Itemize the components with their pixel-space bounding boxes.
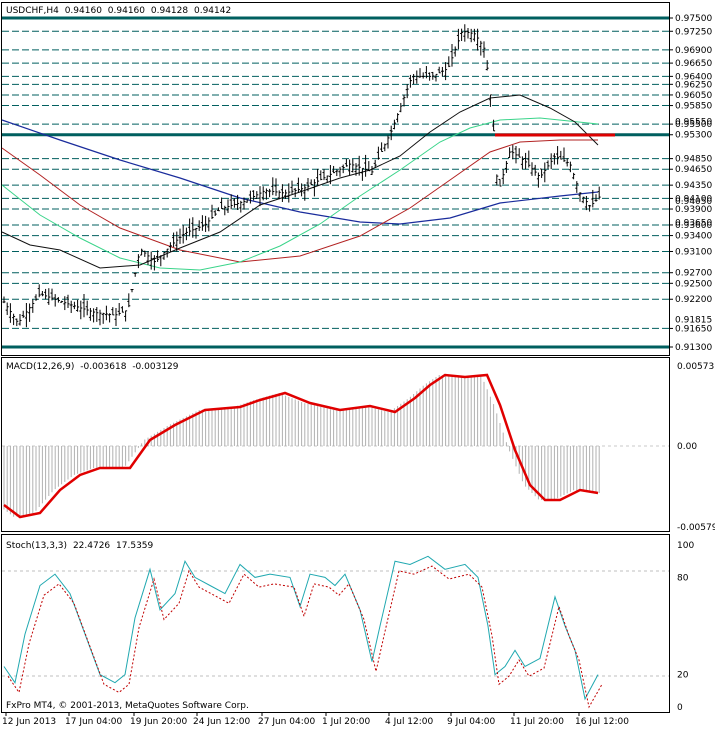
macd-histogram bbox=[3, 375, 600, 517]
price-axis: 0.97500 0.97250 0.96900 0.96650 0.964000.962… bbox=[669, 13, 713, 353]
price-tag-bg bbox=[671, 129, 713, 140]
price-tick-label: 0.93650 bbox=[675, 218, 712, 228]
price-tick-label: 0.93600 bbox=[675, 221, 712, 231]
stoch-axis-label: 20 bbox=[677, 671, 689, 681]
price-tick-label: 0.94850 bbox=[675, 155, 712, 165]
price-tag-bg bbox=[671, 267, 713, 278]
time-tick-label: 1 Jul 20:00 bbox=[322, 717, 371, 727]
time-tick-label: 17 Jun 04:00 bbox=[65, 717, 122, 727]
price-tick-label: 0.95500 bbox=[675, 120, 712, 130]
time-tick-label: 12 Jun 2013 bbox=[2, 717, 56, 727]
price-tag-bg bbox=[671, 180, 713, 191]
stoch-panel[interactable] bbox=[1, 534, 670, 713]
price-tick-label: 0.95850 bbox=[675, 102, 712, 112]
price-tag-bg bbox=[671, 204, 713, 215]
price-tag-bg bbox=[671, 164, 713, 175]
price-tick-label: 0.97250 bbox=[675, 27, 712, 37]
main-header: USDCHF,H4 0.94160 0.94160 0.94128 0.9414… bbox=[6, 6, 231, 16]
stoch-signal-line bbox=[7, 565, 603, 709]
price-bars bbox=[2, 24, 601, 328]
time-axis: 12 Jun 2013 17 Jun 04:00 19 Jun 20:00 24 Ju… bbox=[2, 712, 629, 727]
macd-signal-line bbox=[3, 373, 599, 519]
price-tick-label: 0.92200 bbox=[675, 295, 712, 305]
stoch-axis-label: 100 bbox=[677, 541, 694, 551]
price-tag-bg bbox=[671, 342, 713, 352]
price-tag-bg bbox=[671, 89, 713, 100]
price-tag-bg bbox=[671, 323, 713, 334]
macd-axis: 0.005737 0.00 -0.005793 bbox=[677, 362, 715, 533]
price-tick-label: 0.93400 bbox=[675, 232, 712, 242]
macd-axis-label: 0.005737 bbox=[677, 362, 715, 372]
time-tick-label: 9 Jul 04:00 bbox=[447, 717, 496, 727]
price-tag-bg bbox=[671, 246, 713, 257]
price-tick-label: 0.93100 bbox=[675, 247, 712, 257]
time-tick-label: 11 Jul 20:00 bbox=[510, 717, 564, 727]
price-tick-label: 0.96650 bbox=[675, 59, 712, 69]
price-tick-label: 0.96900 bbox=[675, 46, 712, 56]
price-tick-label: 0.97500 bbox=[675, 14, 712, 24]
time-tick-label: 16 Jul 12:00 bbox=[575, 717, 629, 727]
price-tick-label: 0.94100 bbox=[675, 194, 712, 204]
time-tick-label: 24 Jun 12:00 bbox=[193, 717, 250, 727]
macd-axis-label: -0.005793 bbox=[677, 523, 715, 533]
price-tag-bg bbox=[671, 13, 713, 23]
price-tag-bg bbox=[671, 219, 713, 230]
stoch-axis-label: 80 bbox=[677, 573, 689, 583]
time-tick-label: 4 Jul 12:00 bbox=[385, 717, 434, 727]
stoch-axis: 100 80 20 0 bbox=[677, 541, 694, 713]
price-tick-label: 0.93900 bbox=[675, 205, 712, 215]
price-tick-label: 0.91815 bbox=[675, 316, 712, 326]
stoch-header: Stoch(13,3,3) 22.4726 17.5359 bbox=[6, 541, 154, 551]
stoch-main-line bbox=[3, 555, 599, 701]
price-tick-label: 0.91650 bbox=[675, 324, 712, 334]
price-tag-bg bbox=[671, 119, 713, 130]
price-tag-bg bbox=[671, 71, 713, 82]
price-tick-label: 0.92500 bbox=[675, 279, 712, 289]
price-tick-label: 0.92700 bbox=[675, 269, 712, 279]
horizontal-levels bbox=[2, 16, 669, 349]
price-tag-bg bbox=[671, 44, 713, 55]
copyright-footer: FxPro MT4, © 2001-2013, MetaQuotes Softw… bbox=[6, 701, 249, 711]
price-tag-bg bbox=[671, 278, 713, 289]
price-tag-bg bbox=[671, 193, 713, 204]
moving-averages bbox=[1, 94, 599, 271]
price-tick-label: 0.96050 bbox=[675, 91, 712, 101]
macd-header: MACD(12,26,9) -0.003618 -0.003129 bbox=[6, 362, 179, 372]
price-tick-label: 0.94050 bbox=[675, 197, 712, 207]
price-tick-label: 0.96400 bbox=[675, 72, 712, 82]
price-tag-bg bbox=[671, 153, 713, 164]
price-tag-bg bbox=[671, 26, 713, 37]
price-tag-bg bbox=[671, 230, 713, 241]
price-tick-label: 0.95300 bbox=[675, 131, 712, 141]
time-tick-label: 27 Jun 04:00 bbox=[258, 717, 315, 727]
macd-axis-label: 0.00 bbox=[677, 442, 697, 452]
ma-mid-line bbox=[1, 139, 598, 263]
main-price-panel[interactable] bbox=[1, 2, 670, 356]
price-tag-bg bbox=[671, 100, 713, 111]
price-tick-label: 0.94650 bbox=[675, 165, 712, 175]
ma-fast-line bbox=[1, 117, 599, 271]
price-tag-bg bbox=[671, 294, 713, 305]
price-tick-label: 0.95550 bbox=[675, 117, 712, 127]
macd-panel[interactable] bbox=[1, 357, 670, 532]
price-tag-bg bbox=[671, 79, 713, 90]
stoch-axis-label: 0 bbox=[677, 703, 683, 713]
price-tick-label: 0.91300 bbox=[675, 343, 712, 353]
price-tag-bg bbox=[671, 58, 713, 69]
price-tick-label: 0.96250 bbox=[675, 80, 712, 90]
time-tick-label: 19 Jun 20:00 bbox=[130, 717, 187, 727]
price-tick-label: 0.94350 bbox=[675, 181, 712, 191]
ma-black-line bbox=[1, 94, 599, 269]
